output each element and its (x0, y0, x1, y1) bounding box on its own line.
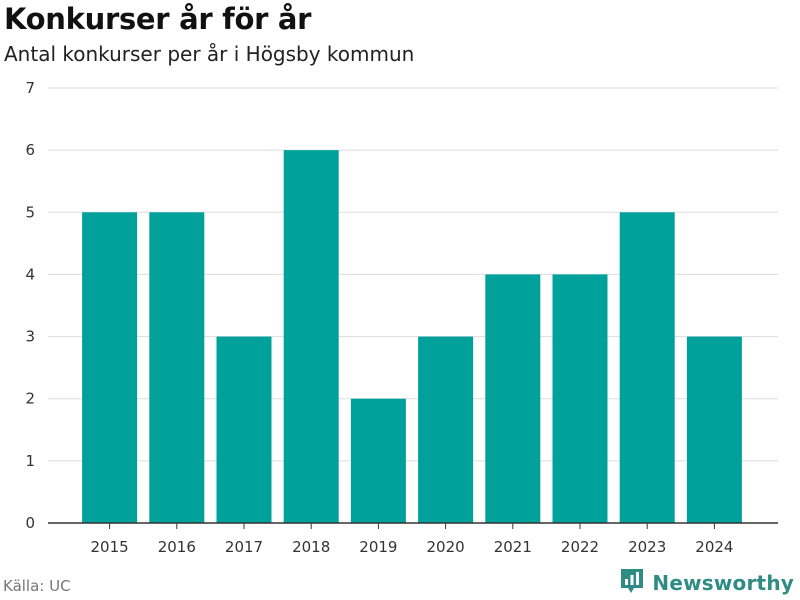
bar-2022[interactable] (552, 274, 608, 523)
x-tick-label: 2020 (427, 538, 465, 556)
x-tick-label: 2016 (158, 538, 196, 556)
x-tick-label: 2022 (561, 538, 599, 556)
x-tick-label: 2021 (494, 538, 532, 556)
bar-2021[interactable] (485, 274, 541, 523)
x-tick-label: 2024 (695, 538, 733, 556)
chart-title: Konkurser år för år (4, 2, 312, 36)
bar-2020[interactable] (418, 336, 474, 523)
axes: 0 1 2 3 4 5 6 7 2015 2016 2017 2018 2019 2020 2021 2022… (25, 79, 778, 556)
chart-subtitle: Antal konkurser per år i Högsby kommun (4, 42, 415, 66)
bar-2015[interactable] (82, 212, 138, 524)
y-tick-label: 5 (25, 203, 35, 221)
x-tick-label: 2015 (91, 538, 129, 556)
bar-2019[interactable] (350, 398, 406, 523)
y-tick-label: 1 (25, 452, 35, 470)
x-tick-label: 2019 (359, 538, 397, 556)
y-tick-label: 2 (25, 390, 35, 408)
brand-name: Newsworthy (652, 571, 794, 595)
x-tick-label: 2018 (292, 538, 330, 556)
y-tick-label: 3 (25, 328, 35, 346)
y-tick-label: 0 (25, 514, 35, 532)
y-tick-label: 6 (25, 141, 35, 159)
bar-2024[interactable] (686, 336, 742, 523)
bars (82, 150, 742, 524)
bar-2023[interactable] (619, 212, 675, 524)
bar-2018[interactable] (283, 150, 339, 523)
source-note: Källa: UC (3, 577, 71, 595)
bar-chart-logo-icon (620, 568, 644, 598)
bar-2017[interactable] (216, 336, 272, 523)
bar-2016[interactable] (149, 212, 205, 524)
y-tick-label: 7 (25, 79, 35, 97)
brand-logo[interactable]: Newsworthy (620, 568, 794, 598)
x-tick-label: 2017 (225, 538, 263, 556)
y-tick-label: 4 (25, 265, 35, 283)
x-tick-label: 2023 (628, 538, 666, 556)
